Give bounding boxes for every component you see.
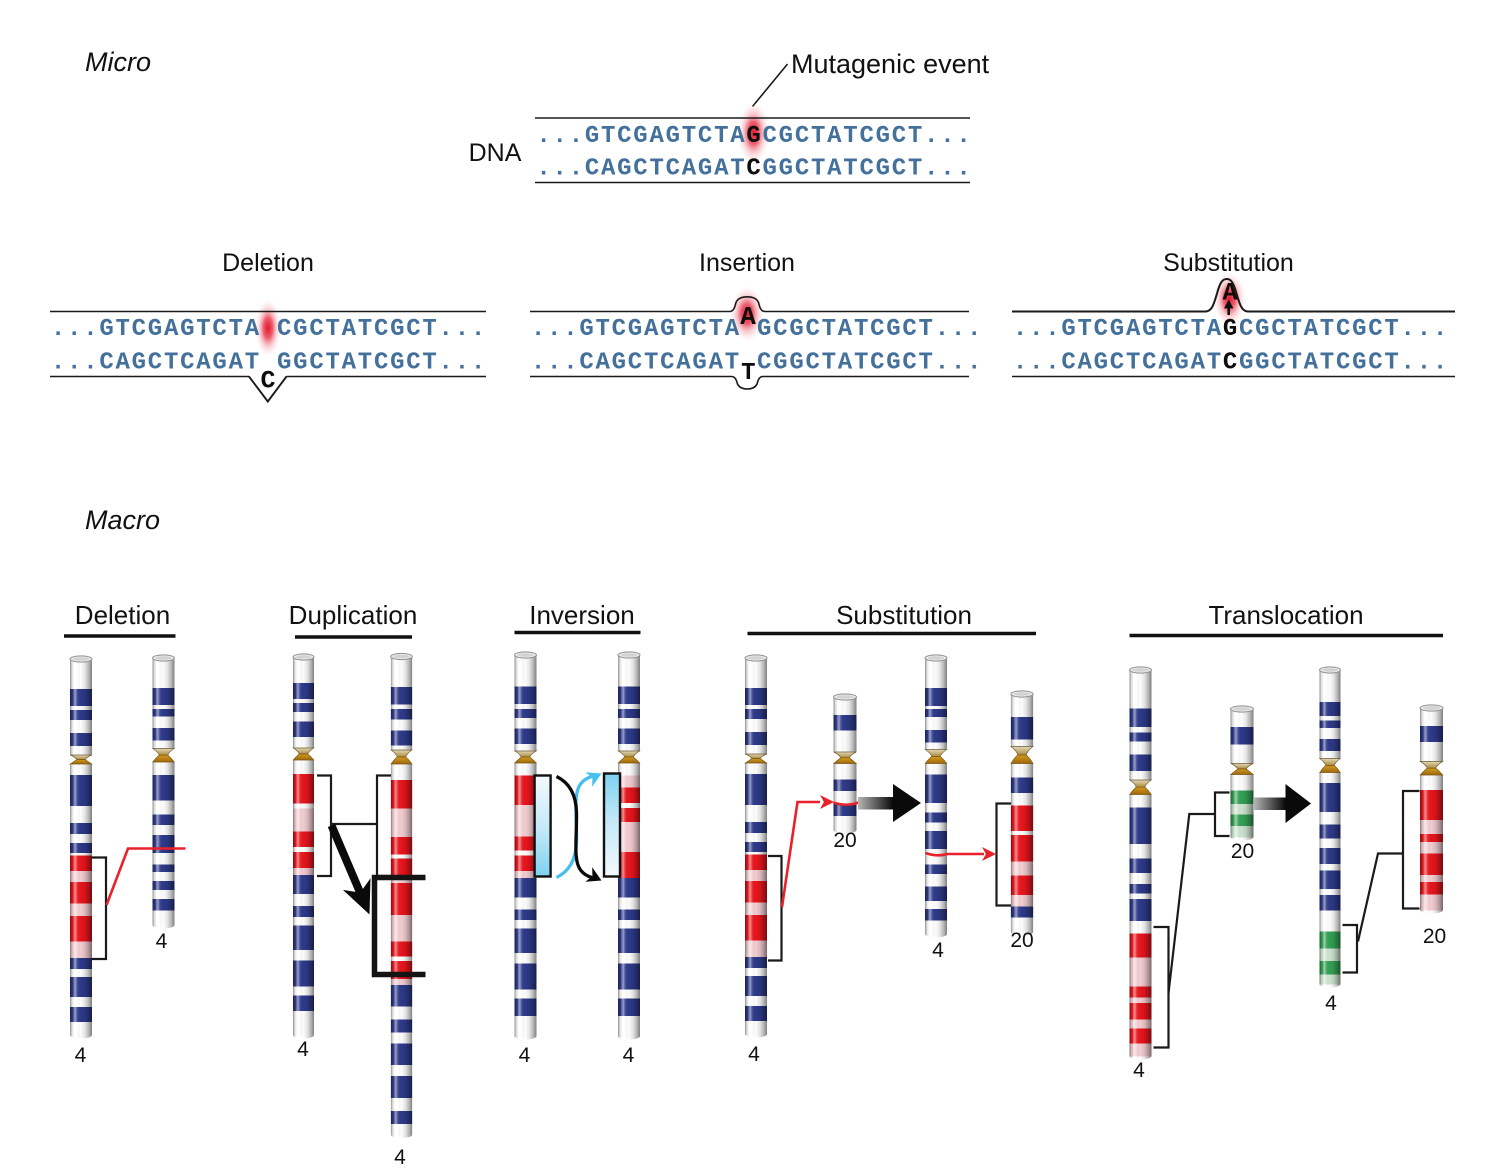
- svg-text:T: T: [741, 360, 755, 387]
- svg-text:4: 4: [1325, 992, 1337, 1015]
- svg-text:...GTCGAGTCTA GCGCTATCGCT...: ...GTCGAGTCTA GCGCTATCGCT...: [531, 316, 983, 343]
- svg-text:4: 4: [75, 1044, 87, 1067]
- svg-text:A: A: [1222, 279, 1237, 308]
- svg-text:Deletion: Deletion: [222, 249, 314, 277]
- svg-text:Insertion: Insertion: [699, 249, 795, 277]
- svg-text:A: A: [740, 302, 756, 332]
- svg-text:Translocation: Translocation: [1208, 600, 1363, 630]
- svg-text:Deletion: Deletion: [75, 600, 170, 630]
- svg-text:Macro: Macro: [85, 505, 160, 535]
- svg-text:...GTCGAGTCTAGCGCTATCGCT...: ...GTCGAGTCTAGCGCTATCGCT...: [536, 123, 972, 150]
- svg-text:Mutagenic event: Mutagenic event: [791, 49, 990, 79]
- svg-text:20: 20: [1231, 840, 1254, 863]
- svg-text:...CAGCTCAGAT CGGCTATCGCT...: ...CAGCTCAGAT CGGCTATCGCT...: [531, 350, 983, 377]
- svg-text:...CAGCTCAGATCGGCTATCGCT...: ...CAGCTCAGATCGGCTATCGCT...: [536, 156, 972, 183]
- svg-text:4: 4: [297, 1038, 309, 1061]
- svg-text:20: 20: [833, 829, 856, 852]
- svg-text:C: C: [260, 367, 275, 396]
- svg-text:DNA: DNA: [469, 139, 522, 167]
- svg-text:20: 20: [1423, 925, 1446, 948]
- svg-text:4: 4: [156, 930, 168, 953]
- svg-text:4: 4: [1133, 1059, 1145, 1082]
- svg-text:4: 4: [519, 1044, 531, 1067]
- svg-text:...CAGCTCAGATCGGCTATCGCT...: ...CAGCTCAGATCGGCTATCGCT...: [1013, 350, 1449, 377]
- svg-text:...CAGCTCAGAT GGCTATCGCT...: ...CAGCTCAGAT GGCTATCGCT...: [51, 350, 487, 377]
- svg-text:Micro: Micro: [85, 47, 151, 77]
- svg-text:4: 4: [623, 1044, 635, 1067]
- svg-text:4: 4: [394, 1146, 406, 1169]
- svg-text:...GTCGAGTCTAGCGCTATCGCT...: ...GTCGAGTCTAGCGCTATCGCT...: [1013, 316, 1449, 343]
- svg-text:...GTCGAGTCTA CGCTATCGCT...: ...GTCGAGTCTA CGCTATCGCT...: [51, 316, 487, 343]
- svg-text:Duplication: Duplication: [289, 600, 418, 630]
- svg-text:4: 4: [748, 1043, 760, 1066]
- svg-text:4: 4: [932, 939, 944, 962]
- svg-text:Substitution: Substitution: [836, 600, 972, 630]
- svg-text:20: 20: [1010, 929, 1033, 952]
- svg-text:Inversion: Inversion: [529, 600, 635, 630]
